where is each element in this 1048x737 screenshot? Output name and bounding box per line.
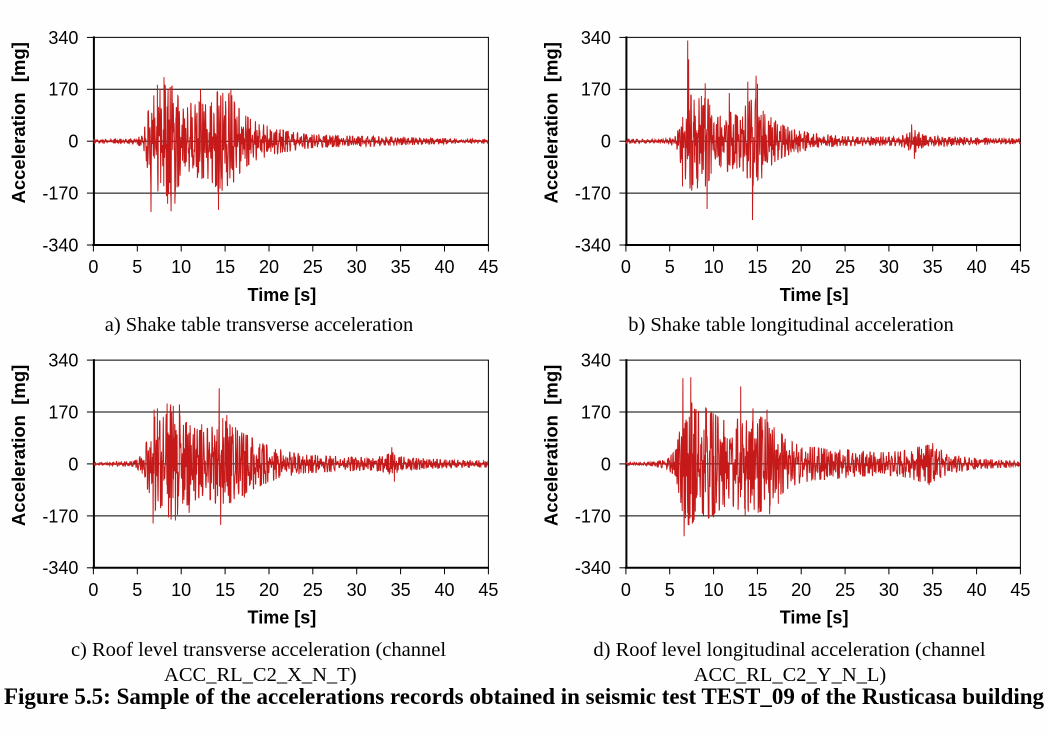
svg-text:30: 30 xyxy=(879,257,899,277)
svg-text:5: 5 xyxy=(665,580,675,600)
svg-text:35: 35 xyxy=(391,580,411,600)
svg-text:-340: -340 xyxy=(42,235,78,255)
svg-text:20: 20 xyxy=(259,580,279,600)
svg-text:340: 340 xyxy=(581,28,611,48)
svg-text:Time [s]: Time [s] xyxy=(780,285,849,305)
svg-text:5: 5 xyxy=(665,257,675,277)
svg-text:340: 340 xyxy=(48,351,78,371)
svg-text:40: 40 xyxy=(967,257,987,277)
svg-text:340: 340 xyxy=(581,351,611,371)
svg-text:340: 340 xyxy=(48,28,78,48)
svg-text:0: 0 xyxy=(621,257,631,277)
svg-text:ACC_RL_C2_X_N_T): ACC_RL_C2_X_N_T) xyxy=(164,664,356,686)
svg-text:b) Shake table longitudinal ac: b) Shake table longitudinal acceleration xyxy=(628,314,954,336)
svg-text:15: 15 xyxy=(215,257,235,277)
svg-text:45: 45 xyxy=(478,580,498,600)
svg-text:0: 0 xyxy=(68,454,78,474)
svg-text:30: 30 xyxy=(879,580,899,600)
svg-text:Acceleration [mg]: Acceleration [mg] xyxy=(8,365,29,526)
svg-text:35: 35 xyxy=(923,257,943,277)
svg-text:170: 170 xyxy=(48,402,78,422)
svg-text:25: 25 xyxy=(835,580,855,600)
svg-text:0: 0 xyxy=(68,132,78,152)
svg-text:10: 10 xyxy=(171,580,191,600)
svg-text:Acceleration [mg]: Acceleration [mg] xyxy=(540,365,561,526)
svg-text:-340: -340 xyxy=(575,558,611,578)
svg-text:0: 0 xyxy=(601,454,611,474)
svg-text:d) Roof level longitudinal acc: d) Roof level longitudinal acceleration … xyxy=(593,639,985,661)
svg-text:35: 35 xyxy=(391,257,411,277)
svg-text:-340: -340 xyxy=(575,235,611,255)
svg-text:20: 20 xyxy=(791,257,811,277)
svg-text:25: 25 xyxy=(303,580,323,600)
svg-text:0: 0 xyxy=(88,580,98,600)
svg-text:45: 45 xyxy=(478,257,498,277)
svg-text:-170: -170 xyxy=(42,506,78,526)
svg-text:Time [s]: Time [s] xyxy=(248,608,317,628)
svg-text:40: 40 xyxy=(434,257,454,277)
svg-text:170: 170 xyxy=(581,80,611,100)
svg-text:0: 0 xyxy=(601,132,611,152)
svg-text:15: 15 xyxy=(747,257,767,277)
svg-text:-170: -170 xyxy=(575,184,611,204)
svg-text:35: 35 xyxy=(923,580,943,600)
svg-text:ACC_RL_C2_Y_N_L): ACC_RL_C2_Y_N_L) xyxy=(694,664,886,686)
svg-text:-340: -340 xyxy=(42,558,78,578)
svg-text:20: 20 xyxy=(259,257,279,277)
svg-text:0: 0 xyxy=(88,257,98,277)
svg-text:25: 25 xyxy=(303,257,323,277)
svg-text:Time [s]: Time [s] xyxy=(780,608,849,628)
svg-text:0: 0 xyxy=(621,580,631,600)
svg-text:10: 10 xyxy=(171,257,191,277)
svg-text:c) Roof level transverse accel: c) Roof level transverse acceleration (c… xyxy=(71,639,446,661)
svg-text:170: 170 xyxy=(581,402,611,422)
svg-text:a) Shake table transverse acce: a) Shake table transverse acceleration xyxy=(105,314,413,336)
svg-text:5: 5 xyxy=(132,257,142,277)
svg-text:-170: -170 xyxy=(575,506,611,526)
svg-text:40: 40 xyxy=(967,580,987,600)
svg-text:45: 45 xyxy=(1010,257,1030,277)
svg-text:170: 170 xyxy=(48,80,78,100)
svg-text:10: 10 xyxy=(704,257,724,277)
svg-text:45: 45 xyxy=(1010,580,1030,600)
svg-text:Acceleration [mg]: Acceleration [mg] xyxy=(8,42,29,203)
svg-text:20: 20 xyxy=(791,580,811,600)
svg-text:25: 25 xyxy=(835,257,855,277)
svg-text:Acceleration [mg]: Acceleration [mg] xyxy=(540,42,561,203)
svg-text:15: 15 xyxy=(747,580,767,600)
svg-text:40: 40 xyxy=(434,580,454,600)
svg-text:Figure 5.5: Sample of the acce: Figure 5.5: Sample of the accelerations … xyxy=(4,684,1045,709)
svg-text:10: 10 xyxy=(704,580,724,600)
svg-text:15: 15 xyxy=(215,580,235,600)
svg-text:-170: -170 xyxy=(42,184,78,204)
svg-text:30: 30 xyxy=(347,257,367,277)
svg-text:30: 30 xyxy=(347,580,367,600)
svg-text:5: 5 xyxy=(132,580,142,600)
svg-text:Time [s]: Time [s] xyxy=(248,285,317,305)
